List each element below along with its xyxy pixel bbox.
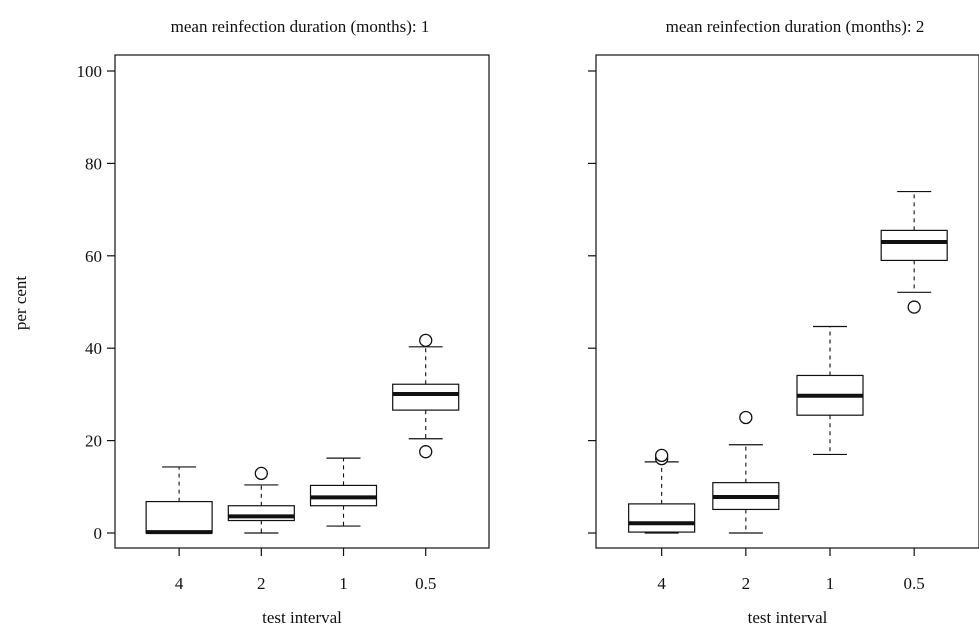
panel-1-box-0.5 (392, 383, 460, 411)
panel-2-box-0.5 (880, 229, 948, 262)
panel-1-ytick-label: 100 (77, 62, 103, 81)
panel-2-title: mean reinfection duration (months): 2 (666, 17, 925, 36)
panel-1-frame (114, 54, 490, 549)
panel-2-xtick-label: 1 (826, 574, 835, 593)
panel-2-x-axis-label: test interval (748, 608, 828, 627)
panel-1-ytick-label: 40 (85, 339, 102, 358)
y-axis-label: per cent (11, 276, 30, 331)
panel-2-frame (595, 54, 979, 549)
panel-1-box-4 (145, 500, 213, 534)
panel-1-box-2-outlier (254, 466, 268, 481)
panel-2-box-0.5-outlier (907, 300, 921, 314)
panel-2-xtick-label: 0.5 (904, 574, 925, 593)
panel-2-xtick-label: 2 (742, 574, 751, 593)
panel-2-xtick-label: 4 (657, 574, 666, 593)
panel-1-ytick-label: 60 (85, 247, 102, 266)
panel-1-box-0.5-outlier (419, 445, 433, 459)
panel-1-xtick-label: 4 (175, 574, 184, 593)
panel-1-xtick-label: 2 (257, 574, 266, 593)
panel-1-xtick-label: 1 (339, 574, 348, 593)
panel-2-box-4-outlier (655, 448, 669, 463)
panel-1-box-0.5-outlier (419, 333, 433, 347)
panel-2-box-2-outlier (739, 410, 753, 425)
panel-1-x-axis-label: test interval (262, 608, 342, 627)
panel-2-box-4 (628, 503, 696, 533)
panel-1-ytick-label: 80 (85, 154, 102, 173)
panel-1-ytick-label: 20 (85, 432, 102, 451)
panel-1-xtick-label: 0.5 (415, 574, 436, 593)
panel-1-title: mean reinfection duration (months): 1 (171, 17, 430, 36)
panel-1-ytick-label: 0 (94, 524, 103, 543)
